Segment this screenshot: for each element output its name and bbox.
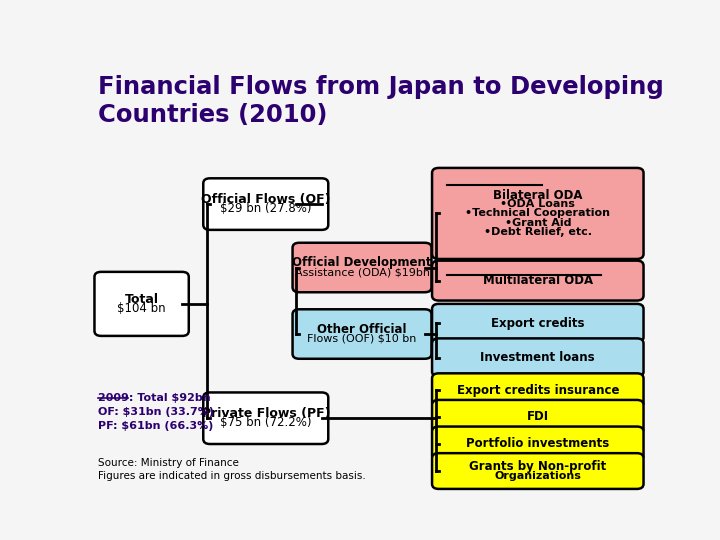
Text: Portfolio investments: Portfolio investments: [466, 437, 609, 450]
Text: Multilateral ODA: Multilateral ODA: [482, 274, 593, 287]
Text: •Debt Relief, etc.: •Debt Relief, etc.: [484, 227, 592, 237]
Text: $104 bn: $104 bn: [117, 302, 166, 315]
Text: 2009: Total $92bn
OF: $31bn (33.7%)
PF: $61bn (66.3%): 2009: Total $92bn OF: $31bn (33.7%) PF: …: [99, 393, 215, 431]
Text: Official Development: Official Development: [292, 256, 432, 269]
Text: Financial Flows from Japan to Developing
Countries (2010): Financial Flows from Japan to Developing…: [99, 75, 664, 127]
Text: Export credits: Export credits: [491, 316, 585, 329]
FancyBboxPatch shape: [432, 304, 644, 342]
Text: Other Official: Other Official: [318, 323, 407, 336]
Text: Investment loans: Investment loans: [480, 351, 595, 364]
Text: Export credits insurance: Export credits insurance: [456, 384, 619, 397]
FancyBboxPatch shape: [432, 261, 644, 301]
FancyBboxPatch shape: [292, 243, 431, 292]
Text: Private Flows (PF): Private Flows (PF): [202, 407, 330, 420]
Text: FDI: FDI: [527, 410, 549, 423]
Text: Source: Ministry of Finance
Figures are indicated in gross disbursements basis.: Source: Ministry of Finance Figures are …: [99, 458, 366, 481]
Text: Assistance (ODA) $19bn: Assistance (ODA) $19bn: [294, 267, 430, 277]
Text: $75 bn (72.2%): $75 bn (72.2%): [220, 416, 312, 429]
FancyBboxPatch shape: [432, 400, 644, 434]
FancyBboxPatch shape: [432, 339, 644, 377]
Text: Grants by Non-profit: Grants by Non-profit: [469, 460, 606, 473]
Text: •Grant Aid: •Grant Aid: [505, 218, 571, 227]
FancyBboxPatch shape: [203, 393, 328, 444]
FancyBboxPatch shape: [432, 453, 644, 489]
FancyBboxPatch shape: [94, 272, 189, 336]
Text: Official Flows (OF): Official Flows (OF): [201, 193, 330, 206]
FancyBboxPatch shape: [432, 427, 644, 461]
Text: Total: Total: [125, 293, 158, 306]
Text: Organizations: Organizations: [495, 471, 581, 481]
Text: $29 bn (27.8%): $29 bn (27.8%): [220, 202, 312, 215]
FancyBboxPatch shape: [292, 309, 431, 359]
FancyBboxPatch shape: [432, 373, 644, 407]
Text: Bilateral ODA: Bilateral ODA: [493, 188, 582, 201]
FancyBboxPatch shape: [203, 178, 328, 230]
Text: •Technical Cooperation: •Technical Cooperation: [465, 208, 611, 219]
Text: Flows (OOF) $10 bn: Flows (OOF) $10 bn: [307, 334, 417, 343]
FancyBboxPatch shape: [432, 168, 644, 259]
Text: •ODA Loans: •ODA Loans: [500, 199, 575, 210]
